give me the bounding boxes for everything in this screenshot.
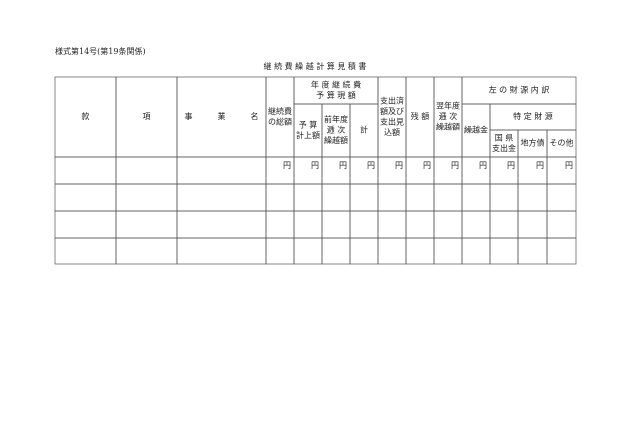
header-text: 逓 次 xyxy=(439,111,458,121)
header-text: 支出見 xyxy=(380,116,404,126)
unit-label: 円 xyxy=(479,161,487,170)
unit-label: 円 xyxy=(536,161,544,170)
header-text: 年 度 継 続 費 xyxy=(311,79,361,89)
unit-label: 円 xyxy=(395,161,403,170)
unit-label: 円 xyxy=(507,161,515,170)
header-text: 残 額 xyxy=(411,111,430,121)
header-text: 計 xyxy=(360,125,368,135)
header-text: 継続費 xyxy=(268,106,292,116)
header-text: 前年度 xyxy=(324,114,348,124)
data-cell xyxy=(546,237,577,265)
form-number: 様式第14号(第19条関係) xyxy=(55,46,146,56)
header-text: 事 業 名 xyxy=(185,111,259,121)
header-text: その他 xyxy=(550,138,574,148)
header-text: 特 定 財 源 xyxy=(513,111,553,121)
header-text: 款 xyxy=(82,111,90,121)
header-text: 支出済 xyxy=(380,95,404,105)
header-text: 逓 次 xyxy=(327,125,346,135)
header-text: 込額 xyxy=(384,127,400,137)
header-text: 国 県 xyxy=(495,133,514,142)
form-title: 継 続 費 繰 越 計 算 見 積 書 xyxy=(264,61,367,71)
unit-label: 円 xyxy=(451,161,459,170)
header-text: 翌年度 xyxy=(436,101,460,111)
header-text: の総額 xyxy=(268,116,292,126)
unit-label: 円 xyxy=(367,161,375,170)
unit-label: 円 xyxy=(311,161,319,170)
unit-label: 円 xyxy=(339,161,347,170)
header-text: 計上額 xyxy=(296,130,320,140)
header-text: 支出金 xyxy=(492,143,516,153)
header-text: 左 の 財 源 内 訳 xyxy=(489,85,550,95)
header-text: 繰越金 xyxy=(464,125,488,135)
header-text: 繰越額 xyxy=(324,135,348,145)
header-text: 予 算 xyxy=(299,119,318,129)
header-text: 地方債 xyxy=(521,138,545,148)
header-text: 繰越額 xyxy=(436,122,460,132)
header-text: 額及び xyxy=(380,106,404,116)
unit-label: 円 xyxy=(283,161,291,170)
header-text: 予 算 現 額 xyxy=(316,90,356,100)
unit-label: 円 xyxy=(423,161,431,170)
unit-label: 円 xyxy=(565,161,573,170)
header-text: 項 xyxy=(143,112,151,121)
